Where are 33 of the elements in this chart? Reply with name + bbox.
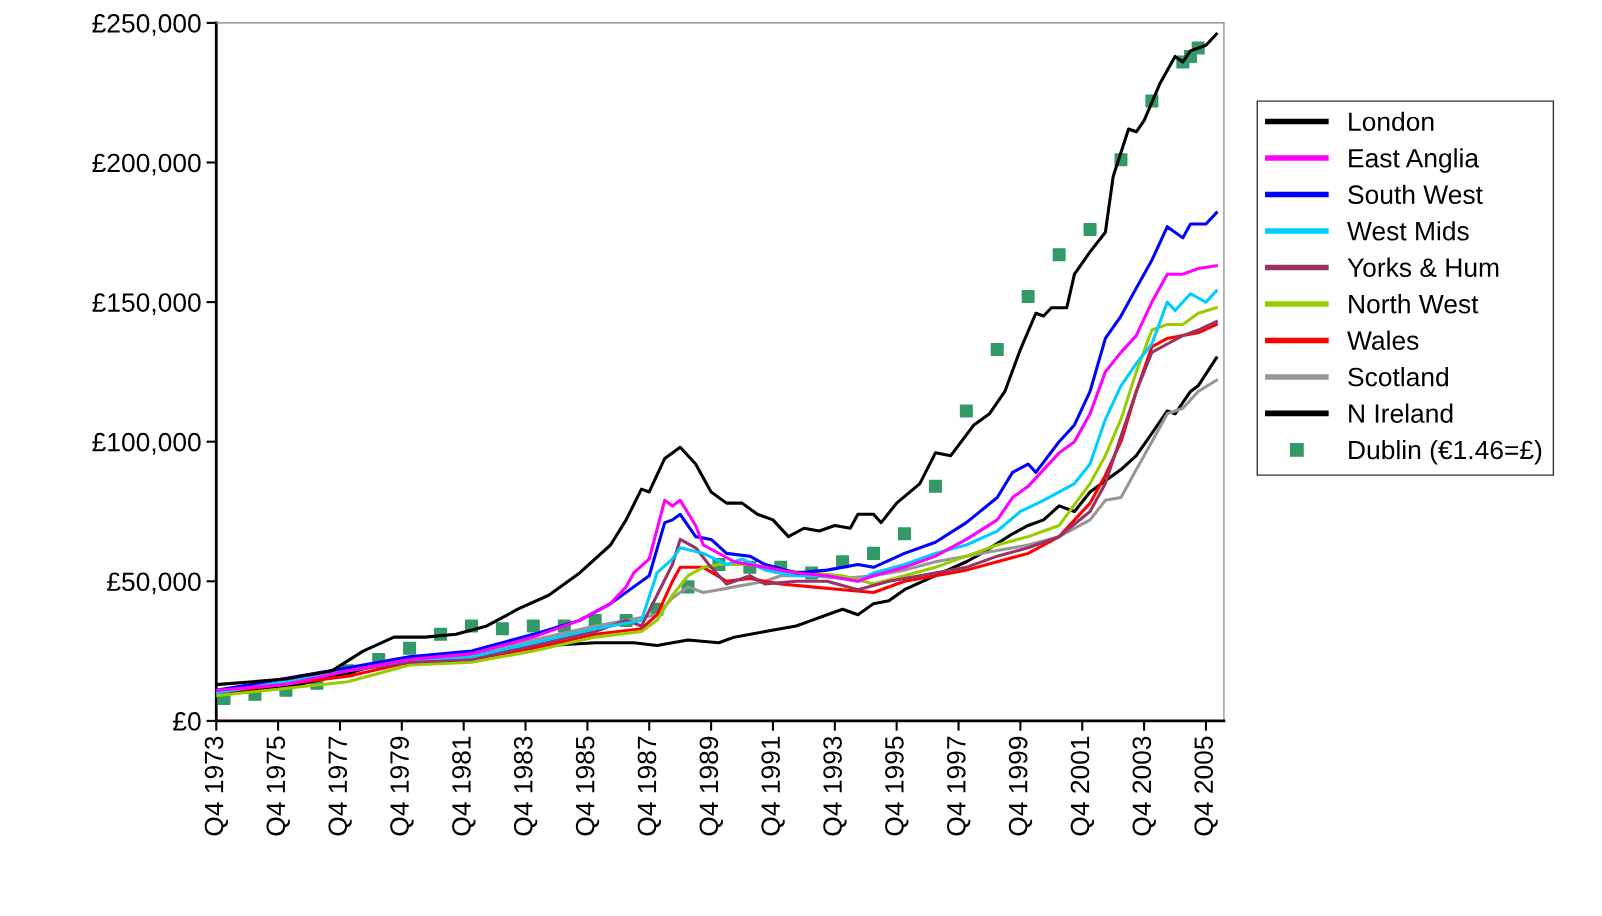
legend-label: North West (1349, 294, 1479, 314)
x-tick-label: Q4 1987 (637, 736, 662, 836)
x-tick-label: Q4 2001 (1070, 736, 1095, 836)
x-tick-label: Q4 1985 (575, 736, 600, 836)
x-tick-label: Q4 1997 (946, 736, 971, 836)
x-tick-label: Q4 1981 (452, 736, 476, 836)
y-tick-label: £100,000 (92, 432, 201, 455)
x-tick-label: Q4 1973 (204, 736, 229, 836)
y-tick-label: £150,000 (92, 293, 201, 316)
legend-label: London (1349, 111, 1434, 132)
x-tick-label: Q4 1991 (761, 736, 785, 836)
x-tick-label: Q4 1989 (699, 736, 723, 836)
legend-label: Dublin (€1.46=£) (1349, 439, 1542, 465)
x-tick-label: Q4 1993 (823, 736, 847, 836)
legend-label: South West (1348, 184, 1483, 205)
legend-label: East Anglia (1349, 148, 1480, 173)
x-tick-label: Q4 1977 (328, 736, 352, 836)
x-tick-label: Q4 1979 (390, 736, 414, 836)
x-tick-label: Q4 2005 (1194, 736, 1218, 836)
x-tick-label: Q4 1983 (513, 736, 538, 836)
y-tick-label: £250,000 (92, 14, 201, 36)
y-tick-label: £0 (173, 712, 201, 731)
x-tick-label: Q4 2003 (1132, 736, 1156, 836)
y-tick-label: £200,000 (92, 153, 201, 176)
x-tick-label: Q4 1975 (266, 736, 290, 836)
legend-label: West Mids (1347, 221, 1469, 241)
legend-label: Yorks & Hum (1347, 257, 1499, 277)
legend-label: Scotland (1348, 367, 1448, 387)
legend-label: N Ireland (1349, 403, 1453, 423)
x-tick-label: Q4 1999 (1008, 736, 1033, 836)
legend-label: Wales (1347, 330, 1419, 350)
x-tick-label: Q4 1995 (885, 736, 909, 836)
y-tick-label: £50,000 (107, 572, 201, 595)
